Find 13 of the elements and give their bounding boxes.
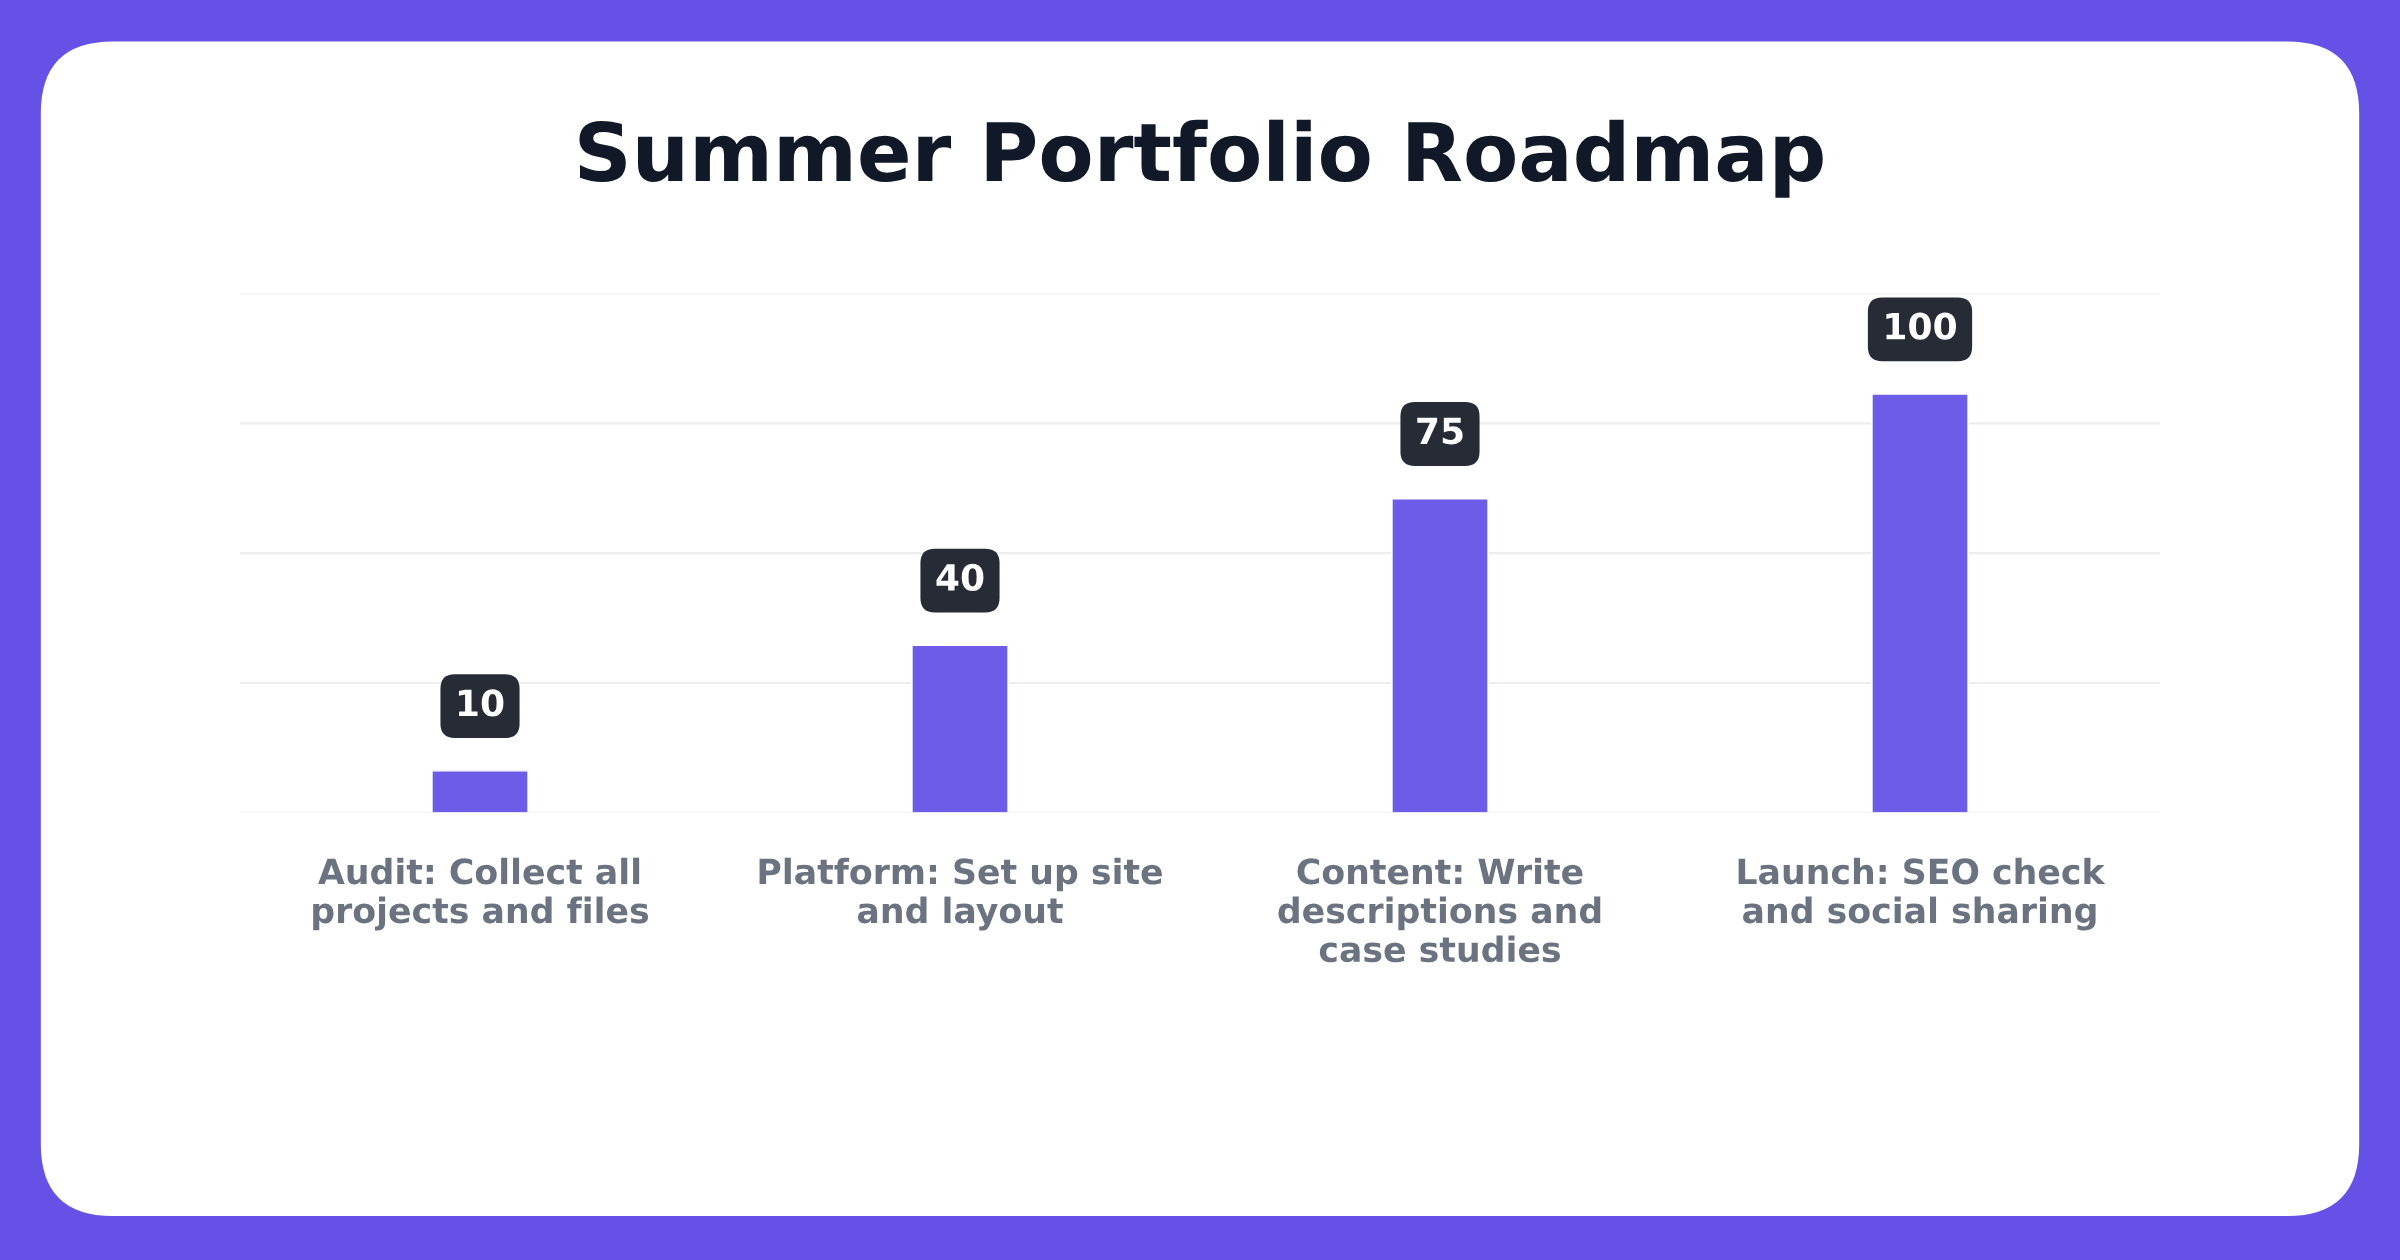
bar bbox=[1391, 498, 1489, 813]
bar bbox=[911, 644, 1009, 813]
data-label: 10 bbox=[458, 689, 504, 717]
x-tick-label: Audit: Collect all projects and files bbox=[313, 857, 649, 931]
x-tick-label: Content: Write descriptions and case studies bbox=[1278, 857, 1601, 963]
data-label: 40 bbox=[936, 563, 984, 592]
x-tick-label: Platform: Set up site and layout bbox=[759, 857, 1162, 931]
x-tick-label: Launch: SEO check and social sharing bbox=[1738, 857, 2106, 931]
data-label: 100 bbox=[1886, 312, 1956, 340]
bar bbox=[1871, 393, 1969, 813]
data-label: 75 bbox=[1417, 417, 1463, 445]
bar bbox=[431, 770, 529, 813]
chart-title: Summer Portfolio Roadmap bbox=[579, 119, 1823, 198]
